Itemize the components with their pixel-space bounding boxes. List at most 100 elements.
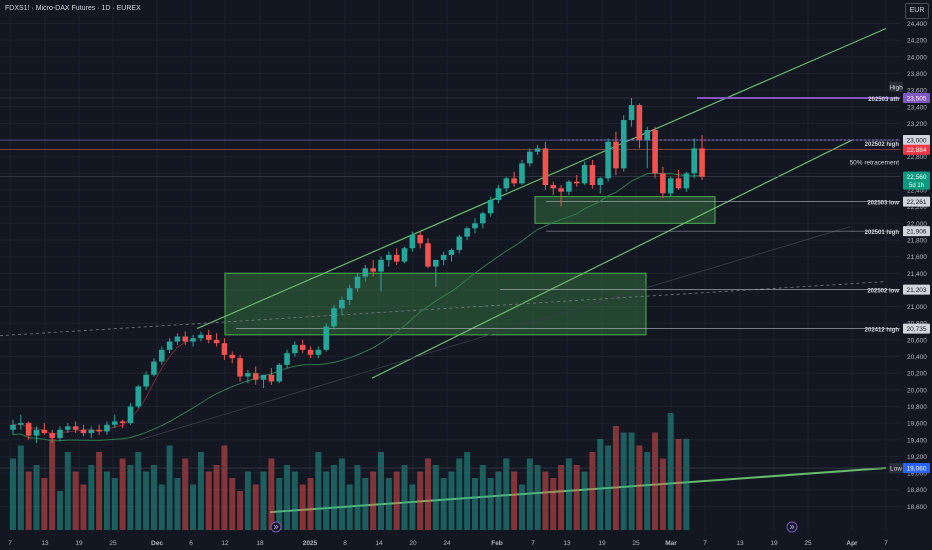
time-axis[interactable]: 7 13 19 25 Dec 6 12 18 2025 8 14 20 24 Feb 7 13 19 25 Mar 7… <box>8 540 888 547</box>
candle-body <box>534 148 541 152</box>
candle-body <box>205 334 212 340</box>
candle-body <box>315 349 322 355</box>
candle-body <box>284 353 290 365</box>
event-marker-glyph <box>789 524 795 530</box>
volume-bar <box>205 471 212 530</box>
candle-body <box>699 148 705 177</box>
high-price-tag: 23,000 <box>907 138 927 145</box>
time-tick-label: 19 <box>75 540 83 547</box>
candle-body <box>10 424 16 430</box>
candle-body <box>636 105 643 141</box>
retracement-label: 50% retracement <box>850 160 900 167</box>
time-tick-label: 19 <box>598 540 606 547</box>
low-price-tag: 19,060 <box>907 466 927 473</box>
volume-bar <box>323 471 330 530</box>
volume-bar <box>417 471 424 530</box>
price-tick-label: 22,200 <box>907 204 927 211</box>
volume-bar <box>72 471 79 530</box>
low-label: Low <box>890 466 902 473</box>
candle-body <box>542 148 549 186</box>
low-label-bg <box>889 463 903 474</box>
candle-body <box>237 358 243 377</box>
price-tick-label: 24,200 <box>907 38 927 45</box>
volume-bar <box>456 458 463 530</box>
candle-body <box>127 406 134 424</box>
volume-bar <box>565 458 572 530</box>
time-tick-label: 8 <box>343 540 347 547</box>
time-tick-label: 24 <box>443 540 451 547</box>
level-tags: 23,505 23,000 22,884 22,560 5d 1h 22,261 21,90… <box>270 81 930 533</box>
volume-bar <box>166 445 173 530</box>
candle-body <box>464 228 470 237</box>
candle-body <box>417 234 423 244</box>
candle-body <box>182 336 189 342</box>
volume-bar <box>518 484 525 530</box>
event-marker-glyph <box>273 524 279 530</box>
last-price-tag-bg <box>903 144 930 155</box>
volume-bar <box>111 478 118 530</box>
volume-bar <box>597 439 604 530</box>
level-price-tag: 21,203 <box>907 287 927 294</box>
volume-bar <box>620 432 627 530</box>
time-tick-label: 13 <box>736 540 744 547</box>
volume-bar <box>448 471 455 530</box>
candle-body <box>613 141 619 169</box>
candle-body <box>401 248 408 262</box>
volume-bar <box>542 471 549 530</box>
long-trendline <box>139 226 851 441</box>
volume-bar <box>41 478 48 530</box>
time-tick-label: Dec <box>151 540 163 547</box>
short-average-line <box>12 339 194 435</box>
volume-bar <box>252 484 259 530</box>
volume-bar <box>299 484 306 530</box>
price-tick-label: 22,000 <box>907 221 927 228</box>
candle-body <box>683 173 690 189</box>
volume-bar <box>331 465 338 530</box>
level-label: 202503 low <box>867 201 899 207</box>
horizontal-levels <box>0 97 900 469</box>
volume-bar <box>221 445 228 530</box>
candle-body <box>581 165 588 184</box>
candle-body <box>370 268 376 272</box>
currency-button[interactable]: EUR <box>905 3 929 19</box>
price-tick-label: 18,600 <box>907 504 927 511</box>
candle-body <box>456 236 463 250</box>
candle-body <box>480 213 486 224</box>
candle-body <box>260 374 267 380</box>
volume-bar <box>150 465 157 530</box>
candle-body <box>213 339 220 344</box>
candle-body <box>57 429 63 439</box>
volume-bar <box>636 445 643 530</box>
time-tick-label: Feb <box>491 540 503 547</box>
volume-bar <box>346 484 353 530</box>
volume-bar <box>135 452 142 530</box>
candle-body <box>221 343 228 355</box>
price-tick-label: 19,000 <box>907 471 927 478</box>
candle-body <box>620 120 627 169</box>
volume-bar <box>244 471 251 530</box>
time-tick-label: 18 <box>256 540 264 547</box>
price-tick-label: 22,400 <box>907 188 927 195</box>
time-tick-label: 7 <box>703 540 707 547</box>
volume-bar <box>550 478 557 530</box>
price-tick-label: 19,200 <box>907 454 927 461</box>
demand-zones <box>224 196 716 336</box>
volume-bar <box>683 439 690 530</box>
candle-body <box>190 338 196 342</box>
time-tick-label: 2025 <box>303 540 318 547</box>
volume-bar <box>354 465 361 530</box>
last-price-tag: 22,884 <box>907 147 927 154</box>
volume-bar <box>229 478 236 530</box>
candle-body <box>245 373 251 377</box>
candle-body <box>487 199 494 214</box>
level-price-tag: 20,735 <box>907 326 927 333</box>
volume-bar <box>182 458 189 530</box>
candle-body <box>25 423 32 436</box>
level-label: 202503 ath <box>868 97 899 103</box>
candles <box>10 98 705 444</box>
candle-body <box>573 181 580 184</box>
price-tick-label: 23,400 <box>907 104 927 111</box>
candle-body <box>268 374 275 382</box>
candle-body <box>307 349 314 355</box>
